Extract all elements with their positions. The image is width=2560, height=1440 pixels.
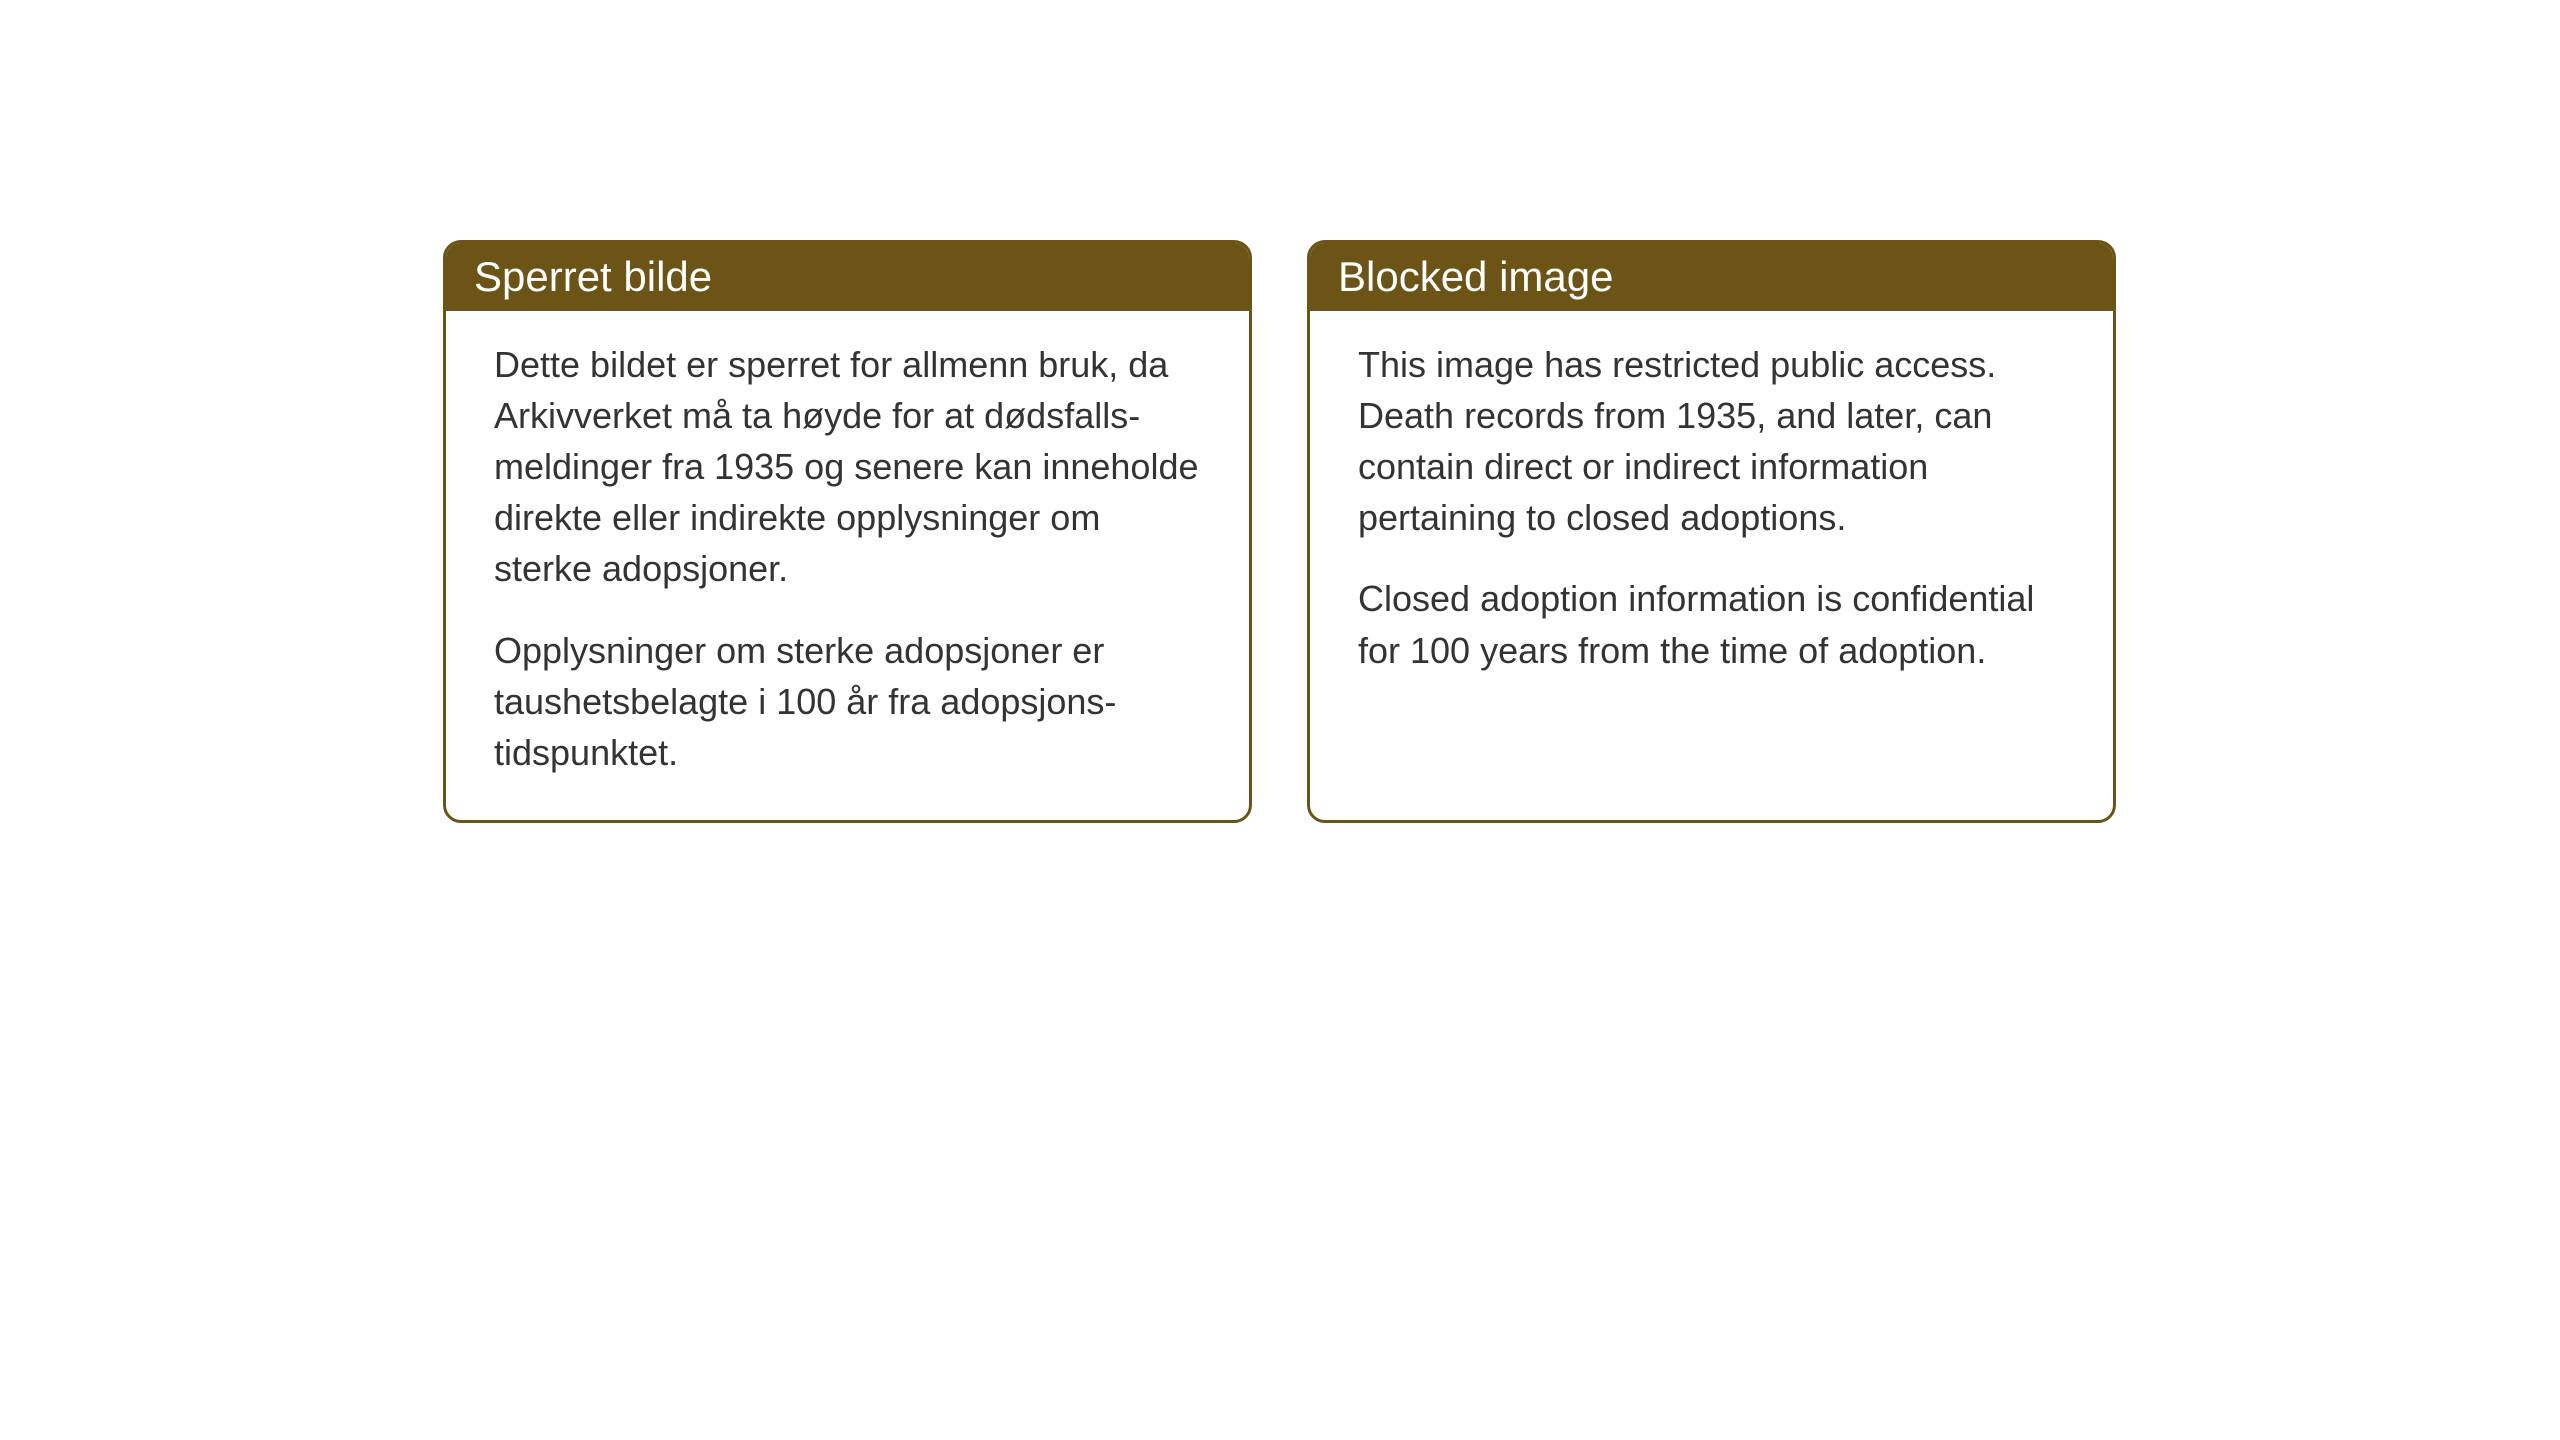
card-header-norwegian: Sperret bilde [446, 243, 1249, 311]
card-body-norwegian: Dette bildet er sperret for allmenn bruk… [446, 311, 1249, 820]
card-english: Blocked image This image has restricted … [1307, 240, 2116, 823]
card-paragraph-2-english: Closed adoption information is confident… [1358, 573, 2065, 675]
card-paragraph-2-norwegian: Opplysninger om sterke adopsjoner er tau… [494, 625, 1201, 778]
cards-container: Sperret bilde Dette bildet er sperret fo… [443, 240, 2116, 823]
card-body-english: This image has restricted public access.… [1310, 311, 2113, 718]
card-title-norwegian: Sperret bilde [474, 253, 712, 300]
card-paragraph-1-norwegian: Dette bildet er sperret for allmenn bruk… [494, 339, 1201, 595]
card-norwegian: Sperret bilde Dette bildet er sperret fo… [443, 240, 1252, 823]
card-header-english: Blocked image [1310, 243, 2113, 311]
card-paragraph-1-english: This image has restricted public access.… [1358, 339, 2065, 543]
card-title-english: Blocked image [1338, 253, 1613, 300]
